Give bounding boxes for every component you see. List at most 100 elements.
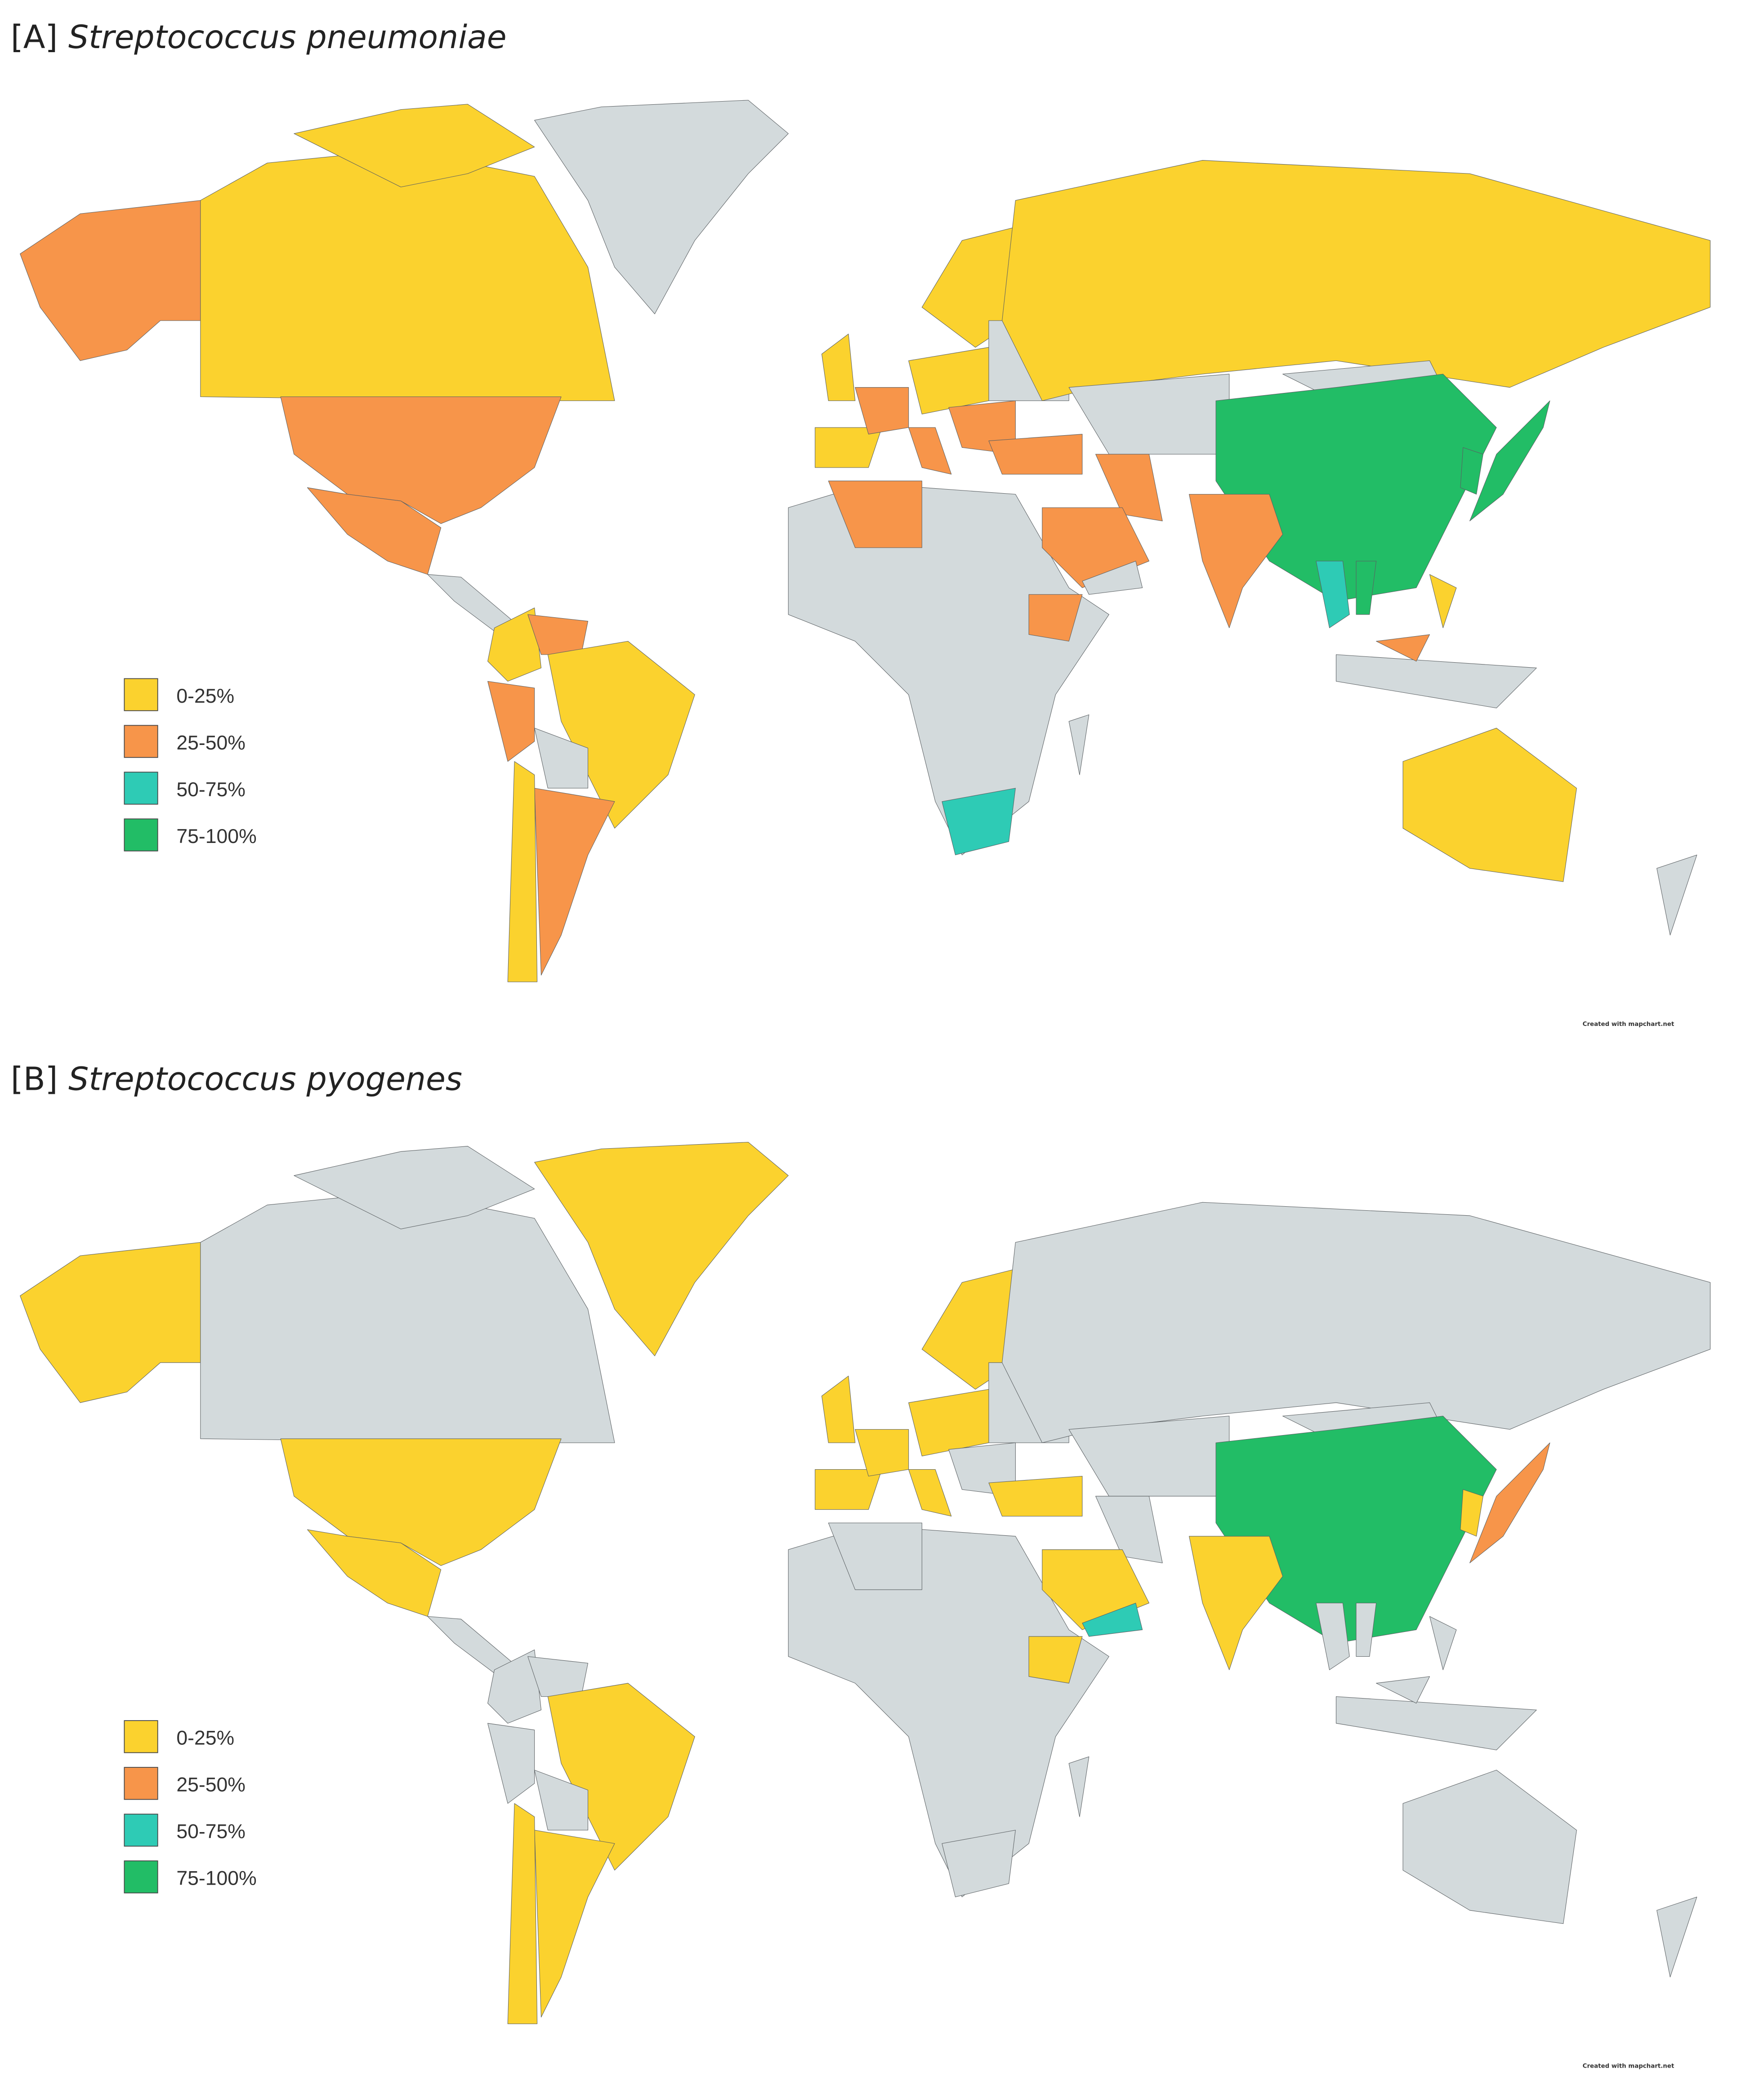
- country: [534, 788, 615, 976]
- country: [788, 1525, 1109, 1897]
- country: [988, 434, 1083, 475]
- country: [280, 1438, 562, 1566]
- organism-name: Streptococcus pyogenes: [68, 1061, 462, 1098]
- panel-title: [B] Streptococcus pyogenes: [11, 1061, 462, 1098]
- country: [828, 1522, 922, 1590]
- country: [1095, 1496, 1163, 1564]
- country: [547, 641, 695, 829]
- panel-label: [B]: [11, 1061, 58, 1098]
- country: [534, 1770, 589, 1831]
- legend-swatch: [124, 771, 158, 805]
- country: [1469, 400, 1550, 522]
- country: [1469, 1442, 1550, 1564]
- country: [487, 1723, 535, 1804]
- legend-label: 50-75%: [176, 1821, 246, 1843]
- legend-label: 0-25%: [176, 1727, 234, 1749]
- country: [294, 104, 535, 187]
- country: [1429, 1616, 1457, 1670]
- country: [487, 607, 542, 682]
- country: [534, 1142, 789, 1356]
- country: [1376, 1676, 1430, 1704]
- country: [855, 387, 909, 435]
- organism-name: Streptococcus pneumoniae: [68, 18, 507, 56]
- country: [200, 149, 615, 401]
- country: [294, 1146, 535, 1230]
- country: [1316, 1603, 1350, 1670]
- country: [1068, 1756, 1090, 1817]
- country: [547, 1683, 695, 1871]
- panel-title: [A] Streptococcus pneumoniae: [11, 18, 507, 56]
- country: [788, 483, 1109, 856]
- legend-label: 25-50%: [176, 732, 246, 754]
- legend-swatch: [124, 678, 158, 711]
- world-map: [20, 1142, 1710, 2024]
- country: [1095, 454, 1163, 522]
- country: [487, 681, 535, 762]
- country: [307, 1529, 442, 1617]
- country: [507, 1803, 538, 2024]
- country: [1082, 561, 1143, 595]
- country: [815, 1469, 882, 1510]
- country: [855, 1429, 909, 1476]
- credit: Created with mapchart.net: [1583, 2063, 1674, 2070]
- map-panel: [A] Streptococcus pneumoniae 0-25% 25-50% 50…: [11, 18, 1710, 1028]
- country: [908, 347, 989, 415]
- country: [1189, 494, 1283, 629]
- country: [1657, 1896, 1697, 1978]
- country: [20, 1242, 201, 1403]
- country: [908, 427, 952, 475]
- country: [1460, 1489, 1483, 1537]
- panel-label: [A]: [11, 18, 58, 56]
- country: [280, 396, 562, 524]
- country: [1657, 855, 1697, 936]
- legend-label: 50-75%: [176, 779, 246, 801]
- map-panel: [B] Streptococcus pyogenes 0-25% 25-50% 50-7…: [11, 1061, 1710, 2070]
- world-map: [20, 100, 1710, 982]
- country: [200, 1191, 615, 1443]
- country: [1335, 654, 1537, 709]
- legend-swatch: [124, 725, 158, 758]
- legend-label: 25-50%: [176, 1774, 246, 1796]
- country: [1082, 1603, 1143, 1637]
- country: [908, 1469, 952, 1517]
- country: [1002, 160, 1710, 401]
- country: [487, 1650, 542, 1724]
- country: [942, 788, 1016, 856]
- country: [1316, 561, 1350, 629]
- legend-swatch: [124, 818, 158, 852]
- legend-swatch: [124, 1860, 158, 1894]
- legend-swatch: [124, 1720, 158, 1753]
- country: [1429, 574, 1457, 629]
- country: [1356, 561, 1377, 615]
- country: [507, 761, 538, 982]
- country: [1402, 727, 1577, 882]
- credit: Created with mapchart.net: [1583, 1021, 1674, 1028]
- country: [1356, 1603, 1377, 1657]
- legend-swatch: [124, 1767, 158, 1800]
- country: [307, 487, 442, 575]
- legend-swatch: [124, 1814, 158, 1847]
- legend-label: 0-25%: [176, 685, 234, 707]
- legend-label: 75-100%: [176, 825, 256, 847]
- country: [942, 1830, 1016, 1897]
- country: [1335, 1696, 1537, 1751]
- country: [1028, 1636, 1083, 1684]
- country: [1002, 1202, 1710, 1443]
- country: [1028, 594, 1083, 642]
- country: [1068, 714, 1090, 775]
- country: [828, 481, 922, 548]
- country: [1068, 374, 1230, 455]
- country: [821, 334, 856, 401]
- country: [1402, 1770, 1577, 1924]
- country: [534, 1830, 615, 2018]
- country: [1376, 634, 1430, 662]
- country: [20, 200, 201, 361]
- country: [1460, 447, 1483, 495]
- country: [1189, 1536, 1283, 1670]
- country: [988, 1476, 1083, 1517]
- country: [815, 427, 882, 468]
- country: [534, 100, 789, 314]
- country: [908, 1389, 989, 1457]
- country: [1068, 1416, 1230, 1497]
